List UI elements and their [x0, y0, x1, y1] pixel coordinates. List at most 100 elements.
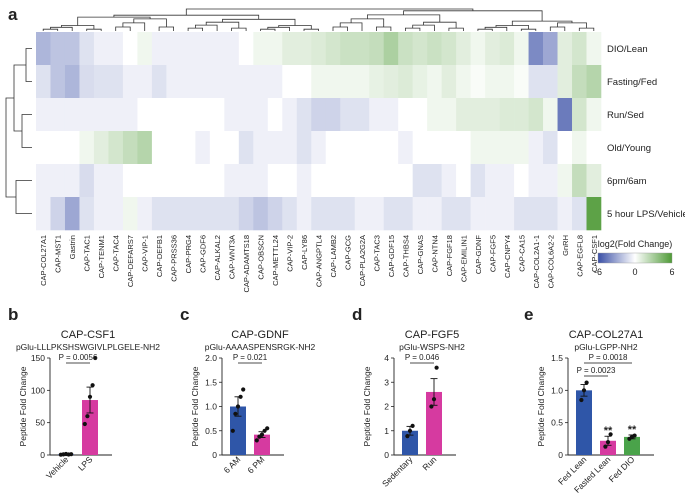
heatmap-cell	[282, 131, 298, 165]
heatmap-cell	[122, 98, 138, 132]
heatmap-cell	[296, 98, 312, 132]
heatmap-cell	[369, 131, 384, 165]
heatmap-column-label: CAP-METTL24	[271, 235, 280, 286]
dendrogram-branch	[185, 8, 474, 16]
heatmap-cell	[369, 32, 384, 66]
data-point	[431, 397, 437, 402]
heatmap-row-label: DIO/Lean	[607, 44, 648, 55]
heatmap-cell	[122, 197, 138, 231]
heatmap-cell	[528, 131, 544, 165]
dendrogram-branch	[367, 14, 441, 23]
heatmap-cell	[470, 98, 486, 132]
heatmap-cell	[325, 98, 341, 132]
heatmap-row-label: Fasting/Fed	[607, 77, 657, 88]
data-point	[632, 433, 637, 438]
column-dendrogram	[42, 8, 595, 31]
heatmap-cell	[528, 32, 544, 66]
heatmap-cell	[282, 32, 298, 66]
heatmap	[36, 32, 602, 231]
heatmap-cell	[282, 164, 298, 198]
heatmap-column-label: CAP-TAC4	[112, 235, 121, 272]
legend-tick-mid: 0	[632, 267, 637, 277]
chart-title: CAP-GDNF	[231, 329, 289, 341]
dendrogram-branch	[448, 27, 464, 31]
heatmap-cell	[253, 65, 269, 99]
heatmap-cell	[572, 65, 587, 99]
heatmap-cell	[180, 32, 196, 66]
heatmap-cell	[514, 164, 529, 198]
data-point	[579, 397, 584, 403]
heatmap-cell	[485, 98, 500, 132]
heatmap-cell	[50, 164, 66, 198]
heatmap-column-label: CAP-EMILIN1	[459, 235, 468, 282]
heatmap-cell	[137, 98, 153, 132]
heatmap-cell	[586, 131, 602, 165]
heatmap-column-label: CAP-CSF1	[590, 235, 599, 272]
heatmap-cell	[514, 65, 529, 99]
heatmap-cell	[557, 32, 573, 66]
heatmap-cell	[412, 131, 428, 165]
heatmap-cell	[369, 197, 384, 231]
heatmap-cell	[195, 65, 211, 99]
heatmap-cell	[166, 32, 182, 66]
dendrogram-branch	[549, 26, 566, 31]
bar	[600, 440, 616, 455]
heatmap-column-label: CAP-WNT3A	[228, 235, 237, 279]
heatmap-cell	[296, 197, 312, 231]
x-tick-label: Fed DIO	[607, 454, 637, 484]
heatmap-cell	[36, 32, 51, 66]
heatmap-cell	[50, 98, 66, 132]
heatmap-cell	[151, 131, 167, 165]
chart-title: CAP-CSF1	[61, 329, 115, 341]
heatmap-cell	[122, 32, 138, 66]
heatmap-cell	[151, 98, 167, 132]
heatmap-cell	[209, 131, 225, 165]
y-tick-label: 3	[384, 377, 389, 387]
bar	[82, 400, 98, 455]
heatmap-cell	[93, 32, 109, 66]
heatmap-row-labels: DIO/Lean Fasting/Fed Run/Sed Old/Young 6pm/6…	[607, 44, 685, 220]
heatmap-cell	[195, 164, 211, 198]
dendrogram-branch	[520, 28, 537, 31]
bar	[576, 390, 592, 455]
dendrogram-branch	[133, 18, 167, 27]
data-point	[233, 411, 238, 416]
heatmap-cell	[543, 65, 558, 99]
heatmap-cell	[36, 197, 51, 231]
chart-subtitle: pGlu-LLLPKSHSWGIVLPLGELE-NH2	[16, 342, 160, 352]
heatmap-cell	[93, 164, 109, 198]
heatmap-cell	[427, 65, 442, 99]
x-tick-label: Run	[420, 454, 438, 472]
heatmap-cell	[108, 164, 124, 198]
heatmap-cell	[499, 197, 515, 231]
panel-label-c: c	[180, 305, 189, 324]
heatmap-cell	[93, 98, 109, 132]
heatmap-cell	[398, 98, 413, 132]
heatmap-cell	[108, 197, 124, 231]
heatmap-column-label: CAP-CA15	[517, 235, 526, 272]
heatmap-cell	[122, 131, 138, 165]
heatmap-cell	[180, 131, 196, 165]
data-point	[241, 387, 246, 392]
p-value-label: P = 0.021	[233, 353, 268, 362]
heatmap-cell	[325, 32, 341, 66]
dendrogram-branch	[423, 21, 457, 29]
heatmap-cell	[195, 197, 211, 231]
heatmap-cell	[398, 131, 413, 165]
heatmap-cell	[499, 98, 515, 132]
heatmap-cell	[79, 98, 95, 132]
heatmap-cell	[253, 32, 269, 66]
heatmap-cell	[354, 32, 370, 66]
heatmap-cell	[485, 164, 500, 198]
heatmap-cell	[79, 32, 95, 66]
data-point	[407, 428, 413, 433]
data-point	[238, 394, 243, 399]
heatmap-column-label: CAP-COL27A1	[39, 235, 48, 286]
heatmap-cell	[64, 65, 80, 99]
legend-tick-min: -6	[594, 267, 602, 277]
heatmap-column-label: CAP-ALKAL2	[213, 235, 222, 280]
heatmap-cell	[238, 32, 254, 66]
heatmap-cell	[383, 32, 399, 66]
heatmap-column-label: CAP-GDNF	[474, 235, 483, 275]
